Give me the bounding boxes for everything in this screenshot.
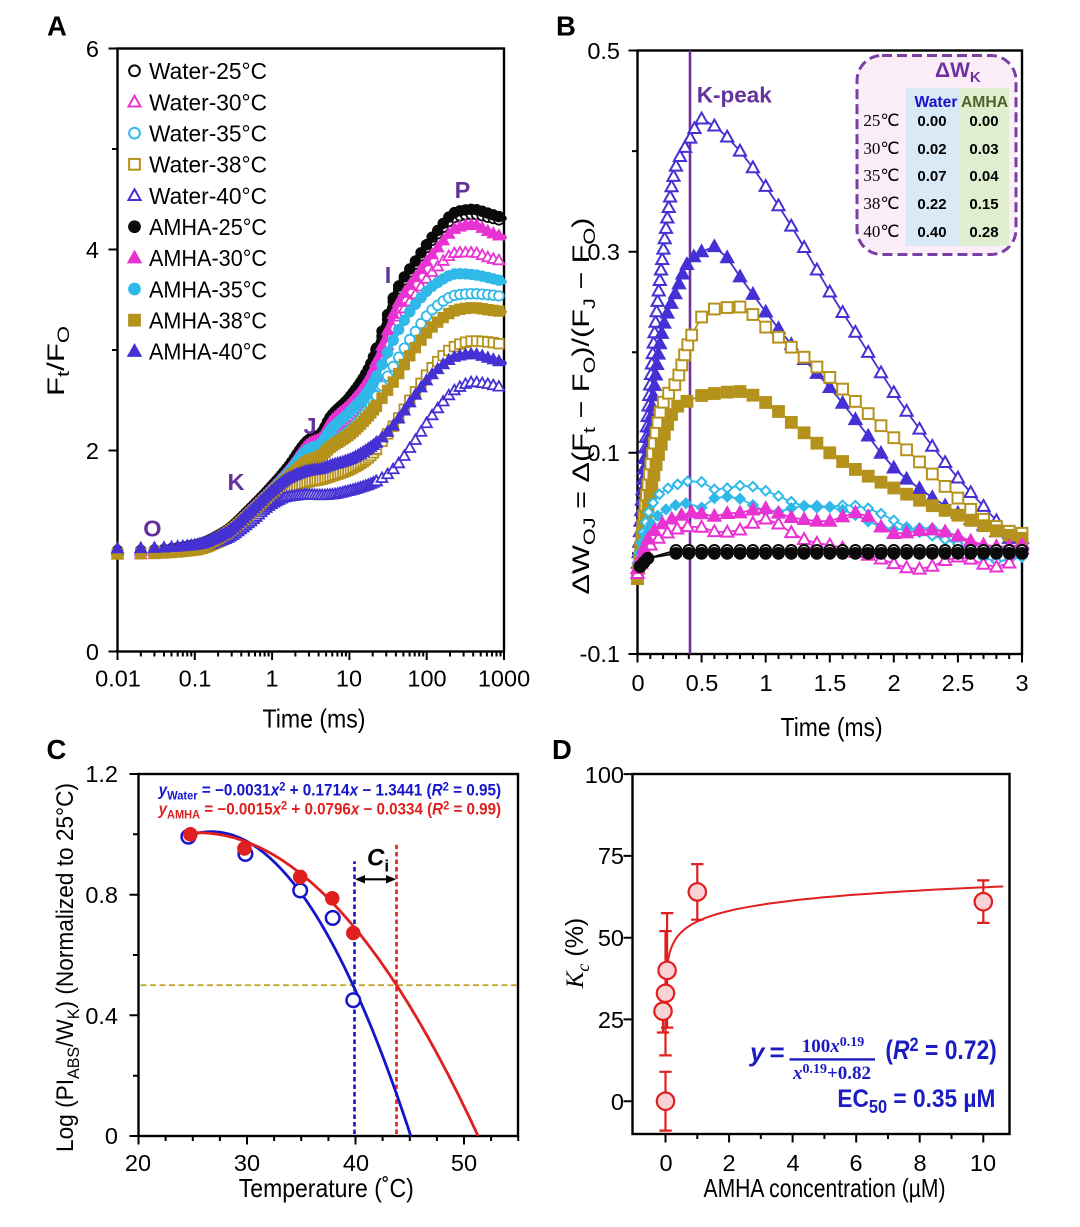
- svg-text:AMHA-30°C: AMHA-30°C: [149, 245, 267, 271]
- svg-text:0.5: 0.5: [686, 670, 719, 696]
- svg-text:75: 75: [598, 843, 624, 869]
- svg-text:AMHA-38°C: AMHA-38°C: [149, 308, 267, 334]
- svg-text:AMHA-40°C: AMHA-40°C: [149, 339, 267, 365]
- svg-text:0: 0: [86, 639, 99, 665]
- svg-text:Water: Water: [914, 94, 957, 111]
- svg-text:I: I: [385, 262, 392, 288]
- svg-text:4: 4: [86, 237, 99, 263]
- svg-text:8: 8: [913, 1150, 926, 1176]
- svg-text:2: 2: [722, 1150, 735, 1176]
- svg-text:Ci: Ci: [367, 845, 389, 876]
- svg-text:O: O: [143, 516, 161, 542]
- svg-text:0.28: 0.28: [969, 224, 998, 241]
- svg-text:0.22: 0.22: [917, 196, 946, 213]
- svg-text:(R2 = 0.72): (R2 = 0.72): [885, 1035, 996, 1065]
- svg-text:Time (ms): Time (ms): [263, 704, 366, 734]
- svg-text:y: y: [748, 1037, 766, 1067]
- svg-text:Temperature (˚C): Temperature (˚C): [239, 1173, 414, 1203]
- svg-text:0: 0: [105, 1123, 118, 1149]
- svg-text:Water-38°C: Water-38°C: [149, 152, 267, 178]
- svg-text:30℃: 30℃: [863, 139, 899, 158]
- svg-text:100: 100: [585, 762, 624, 788]
- svg-text:1: 1: [759, 670, 772, 696]
- svg-text:2: 2: [887, 670, 900, 696]
- svg-text:P: P: [455, 177, 471, 203]
- svg-text:yWater = −0.0031x2 + 0.1714x −: yWater = −0.0031x2 + 0.1714x − 1.3441 (R…: [158, 780, 501, 803]
- svg-text:0.03: 0.03: [969, 141, 998, 158]
- svg-text:6: 6: [86, 36, 99, 62]
- svg-text:6: 6: [849, 1150, 862, 1176]
- svg-text:1.2: 1.2: [85, 761, 118, 787]
- svg-text:Water-40°C: Water-40°C: [149, 183, 267, 209]
- svg-text:3: 3: [1015, 670, 1028, 696]
- svg-text:0: 0: [659, 1150, 672, 1176]
- svg-text:Water-30°C: Water-30°C: [149, 89, 267, 115]
- svg-text:0.40: 0.40: [917, 224, 946, 241]
- svg-text:0.00: 0.00: [969, 113, 998, 130]
- svg-text:50: 50: [598, 925, 624, 951]
- svg-text:Water-25°C: Water-25°C: [149, 58, 267, 84]
- svg-text:B: B: [556, 11, 576, 42]
- svg-text:25: 25: [598, 1007, 624, 1033]
- svg-text:AMHA concentration (µM): AMHA concentration (µM): [704, 1173, 946, 1203]
- svg-text:K: K: [228, 469, 245, 495]
- svg-text:0.1: 0.1: [587, 440, 620, 466]
- svg-text:x0.19+0.82: x0.19+0.82: [792, 1062, 871, 1084]
- svg-text:35℃: 35℃: [863, 166, 899, 185]
- svg-text:2.5: 2.5: [942, 670, 975, 696]
- svg-text:A: A: [47, 11, 67, 42]
- svg-text:C: C: [47, 734, 67, 765]
- svg-text:Time (ms): Time (ms): [781, 712, 883, 742]
- svg-text:100: 100: [407, 666, 446, 692]
- svg-text:Kc (%): Kc (%): [561, 918, 593, 990]
- svg-text:J: J: [303, 413, 316, 439]
- svg-text:0.1: 0.1: [179, 666, 212, 692]
- svg-text:0.01: 0.01: [95, 666, 141, 692]
- svg-text:1.5: 1.5: [814, 670, 847, 696]
- svg-text:0.4: 0.4: [85, 1003, 118, 1029]
- svg-text:0.8: 0.8: [85, 882, 118, 908]
- svg-text:0.07: 0.07: [917, 168, 946, 185]
- svg-text:AMHA-35°C: AMHA-35°C: [149, 276, 267, 302]
- svg-text:10: 10: [336, 666, 362, 692]
- svg-text:ΔWOJ = Δ(Ft − FO)/(FJ − FO): ΔWOJ = Δ(Ft − FO)/(FJ − FO): [568, 218, 599, 595]
- svg-text:2: 2: [86, 438, 99, 464]
- svg-text:0.3: 0.3: [587, 239, 620, 265]
- svg-text:0.04: 0.04: [969, 168, 999, 185]
- svg-text:=: =: [770, 1037, 785, 1067]
- svg-text:K-peak: K-peak: [697, 83, 773, 108]
- svg-text:38℃: 38℃: [863, 194, 899, 213]
- svg-text:25℃: 25℃: [863, 111, 899, 130]
- svg-text:0: 0: [631, 670, 644, 696]
- svg-text:0.15: 0.15: [969, 196, 998, 213]
- svg-text:Water-35°C: Water-35°C: [149, 120, 267, 146]
- svg-text:AMHA-25°C: AMHA-25°C: [149, 214, 267, 240]
- svg-text:EC50 = 0.35 µM: EC50 = 0.35 µM: [837, 1085, 995, 1117]
- svg-text:0.02: 0.02: [917, 141, 946, 158]
- svg-text:50: 50: [451, 1150, 477, 1176]
- svg-text:0: 0: [611, 1089, 624, 1115]
- svg-text:Log (PIABS/WK) (Normalized to: Log (PIABS/WK) (Normalized to 25°C): [52, 783, 83, 1152]
- svg-text:30: 30: [234, 1150, 260, 1176]
- svg-text:1000: 1000: [478, 666, 530, 692]
- svg-text:10: 10: [970, 1150, 996, 1176]
- svg-text:40: 40: [343, 1150, 369, 1176]
- svg-text:4: 4: [786, 1150, 799, 1176]
- svg-text:0.5: 0.5: [587, 38, 620, 64]
- svg-text:AMHA: AMHA: [961, 94, 1008, 111]
- svg-text:-0.1: -0.1: [580, 641, 621, 667]
- svg-text:D: D: [552, 734, 572, 765]
- svg-text:1: 1: [265, 666, 278, 692]
- svg-text:20: 20: [125, 1150, 151, 1176]
- svg-text:yAMHA = −0.0015x2 + 0.0796x −: yAMHA = −0.0015x2 + 0.0796x − 0.0334 (R2…: [158, 799, 501, 822]
- svg-text:0.00: 0.00: [917, 113, 946, 130]
- svg-text:40℃: 40℃: [863, 222, 899, 241]
